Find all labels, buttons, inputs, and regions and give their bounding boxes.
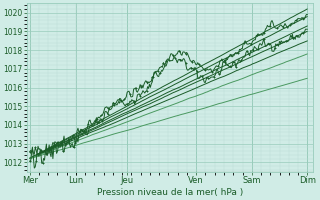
X-axis label: Pression niveau de la mer( hPa ): Pression niveau de la mer( hPa ): [97, 188, 243, 197]
